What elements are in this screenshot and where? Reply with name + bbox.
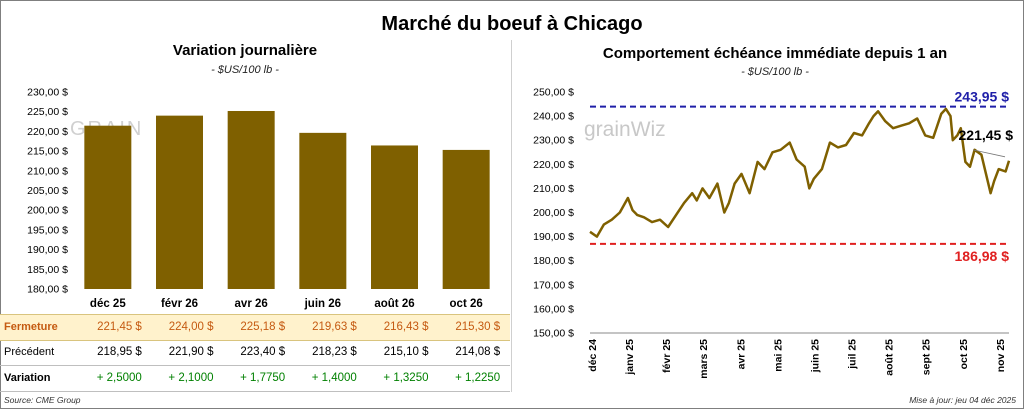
right-panel-title: Comportement échéance immédiate depuis 1… bbox=[602, 45, 948, 62]
watermark-right: grainWiz bbox=[584, 118, 666, 141]
fermeture-label: Fermeture bbox=[4, 321, 58, 333]
line-ytick-label: 210,00 $ bbox=[533, 183, 574, 195]
bar-xtick-label: avr 26 bbox=[235, 298, 268, 310]
table-cell: + 1,7750 bbox=[240, 372, 286, 384]
line-ytick-label: 150,00 $ bbox=[533, 328, 574, 340]
line-xtick-label: déc 24 bbox=[587, 339, 599, 372]
page-title: Marché du boeuf à Chicago bbox=[381, 13, 643, 35]
table-cell: 216,43 $ bbox=[383, 321, 429, 333]
source-note: Source: CME Group bbox=[4, 395, 81, 405]
line-ytick-label: 220,00 $ bbox=[533, 159, 574, 171]
line-ytick-label: 230,00 $ bbox=[533, 135, 574, 147]
bar-ytick-label: 185,00 $ bbox=[27, 264, 68, 276]
update-note: Mise à jour: jeu 04 déc 2025 bbox=[909, 395, 1016, 405]
bar-ytick-label: 200,00 $ bbox=[27, 205, 68, 217]
price-line bbox=[589, 107, 1011, 238]
table-cell: 218,23 $ bbox=[312, 346, 357, 358]
fermeture-row: Fermeture 221,45 $ 224,00 $ 225,18 $ 219,63… bbox=[0, 314, 510, 341]
line-xtick-label: avr 25 bbox=[735, 339, 747, 370]
table-cell: 223,40 $ bbox=[240, 346, 286, 358]
table-cell: 221,45 $ bbox=[97, 321, 142, 333]
line-xtick-label: août 25 bbox=[884, 339, 896, 376]
bar-ytick-label: 205,00 $ bbox=[27, 185, 68, 197]
table-cell: 215,10 $ bbox=[383, 346, 429, 358]
table-cell: 218,95 $ bbox=[97, 346, 142, 358]
bar-xtick-label: oct 26 bbox=[450, 298, 483, 310]
table-cell: + 1,4000 bbox=[311, 372, 357, 384]
daily-bar-chart: GRAIN 180,00 $185,00 $190,00 $195,00 $20… bbox=[27, 87, 490, 310]
table-cell: + 2,5000 bbox=[96, 372, 142, 384]
high-label: 243,95 $ bbox=[955, 89, 1010, 105]
table-cell: 215,30 $ bbox=[455, 321, 501, 333]
line-ytick-label: 190,00 $ bbox=[533, 231, 574, 243]
right-panel-subtitle: - $US/100 lb - bbox=[741, 66, 809, 78]
bar-ytick-label: 230,00 $ bbox=[27, 87, 68, 99]
line-ytick-label: 170,00 $ bbox=[533, 279, 574, 291]
bar bbox=[156, 115, 203, 289]
line-xtick-label: févr 25 bbox=[661, 339, 673, 373]
line-xtick-label: janv 25 bbox=[624, 339, 636, 376]
line-xtick-label: juin 25 bbox=[810, 339, 822, 373]
last-value-label: 221,45 $ bbox=[959, 127, 1014, 143]
line-xtick-label: sept 25 bbox=[921, 339, 933, 375]
line-ytick-label: 250,00 $ bbox=[533, 87, 574, 99]
table-cell: + 1,3250 bbox=[383, 372, 429, 384]
line-ytick-label: 180,00 $ bbox=[533, 255, 574, 267]
line-ytick-label: 240,00 $ bbox=[533, 111, 574, 123]
bar bbox=[299, 132, 347, 289]
table-cell: + 2,1000 bbox=[168, 372, 214, 384]
bar-ytick-label: 190,00 $ bbox=[27, 244, 68, 256]
table-cell: 219,63 $ bbox=[312, 321, 357, 333]
bar-ytick-label: 180,00 $ bbox=[27, 284, 68, 296]
line-xtick-label: mai 25 bbox=[772, 339, 784, 372]
line-ytick-label: 200,00 $ bbox=[533, 207, 574, 219]
bar bbox=[84, 125, 132, 289]
bar bbox=[371, 145, 418, 289]
left-panel-title: Variation journalière bbox=[172, 42, 318, 59]
left-panel-subtitle: - $US/100 lb - bbox=[211, 64, 279, 76]
bar-xtick-label: févr 26 bbox=[161, 298, 198, 310]
bar-xtick-label: juin 26 bbox=[304, 298, 341, 310]
last-value-leader bbox=[972, 149, 1006, 158]
bar-ytick-label: 220,00 $ bbox=[27, 126, 68, 138]
precedent-label: Précédent bbox=[4, 346, 55, 358]
bar-ytick-label: 215,00 $ bbox=[27, 146, 68, 158]
variation-label: Variation bbox=[4, 372, 51, 384]
panel-divider bbox=[511, 40, 512, 392]
line-xtick-label: nov 25 bbox=[995, 339, 1007, 372]
bar bbox=[227, 110, 275, 289]
table-cell: 225,18 $ bbox=[240, 321, 286, 333]
bar bbox=[442, 149, 490, 289]
table-cell: + 1,2250 bbox=[455, 372, 501, 384]
bar-ytick-label: 225,00 $ bbox=[27, 106, 68, 118]
low-label: 186,98 $ bbox=[955, 248, 1010, 264]
precedent-row: Précédent 218,95 $ 221,90 $ 223,40 $ 218,23… bbox=[0, 340, 510, 366]
bar-ytick-label: 195,00 $ bbox=[27, 224, 68, 236]
front-month-line-chart: grainWiz 150,00 $ 160,00 $ 170,00 $ 180,00 … bbox=[533, 87, 1014, 379]
variation-row: Variation + 2,5000 + 2,1000 + 1,7750 + 1,40… bbox=[0, 366, 510, 392]
bar-xtick-label: août 26 bbox=[374, 298, 414, 310]
bar-xtick-label: déc 25 bbox=[90, 298, 126, 310]
table-cell: 214,08 $ bbox=[455, 346, 501, 358]
table-cell: 221,90 $ bbox=[168, 346, 214, 358]
line-xtick-label: oct 25 bbox=[958, 339, 970, 370]
table-cell: 224,00 $ bbox=[168, 321, 214, 333]
line-ytick-label: 160,00 $ bbox=[533, 303, 574, 315]
line-xtick-label: mars 25 bbox=[698, 339, 710, 379]
line-xtick-label: juil 25 bbox=[847, 339, 859, 370]
bar-ytick-label: 210,00 $ bbox=[27, 165, 68, 177]
